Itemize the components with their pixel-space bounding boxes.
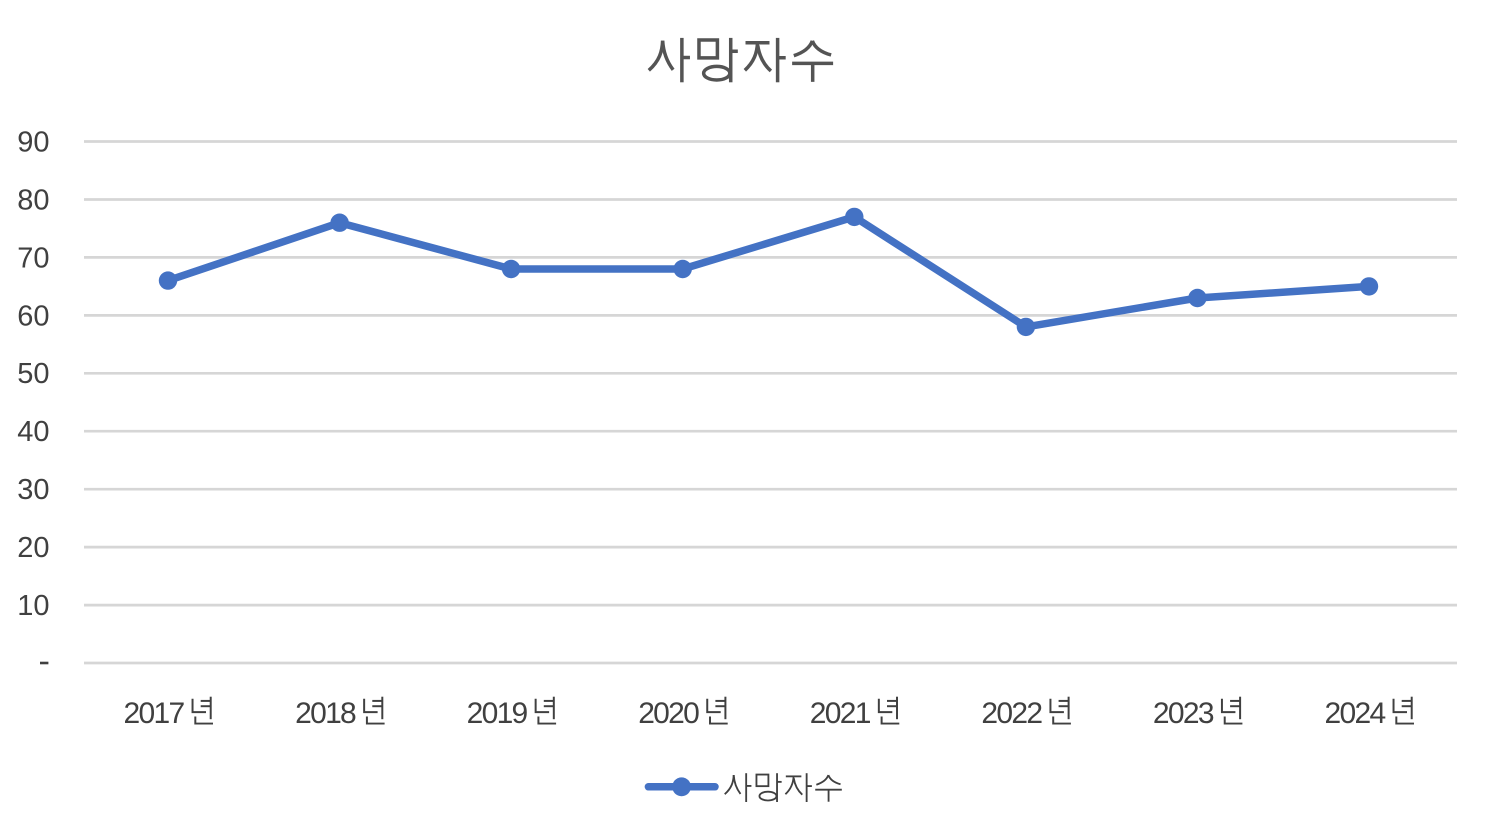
svg-text:2022: 2022 bbox=[981, 697, 1042, 730]
svg-text:60: 60 bbox=[17, 300, 49, 332]
svg-text:20: 20 bbox=[17, 532, 49, 564]
svg-text:2021: 2021 bbox=[810, 697, 871, 730]
svg-text:70: 70 bbox=[17, 242, 49, 274]
svg-text:2018: 2018 bbox=[295, 697, 356, 730]
svg-text:2024: 2024 bbox=[1325, 697, 1386, 730]
svg-text:90: 90 bbox=[17, 126, 49, 158]
svg-text:80: 80 bbox=[17, 184, 49, 216]
svg-text:2020: 2020 bbox=[638, 697, 699, 730]
svg-text:10: 10 bbox=[17, 590, 49, 622]
svg-text:2017: 2017 bbox=[124, 697, 185, 730]
svg-text:2019: 2019 bbox=[467, 697, 528, 730]
svg-text:2023: 2023 bbox=[1153, 697, 1214, 730]
svg-text:30: 30 bbox=[17, 474, 49, 506]
svg-text:40: 40 bbox=[17, 416, 49, 448]
svg-text:50: 50 bbox=[17, 358, 49, 390]
